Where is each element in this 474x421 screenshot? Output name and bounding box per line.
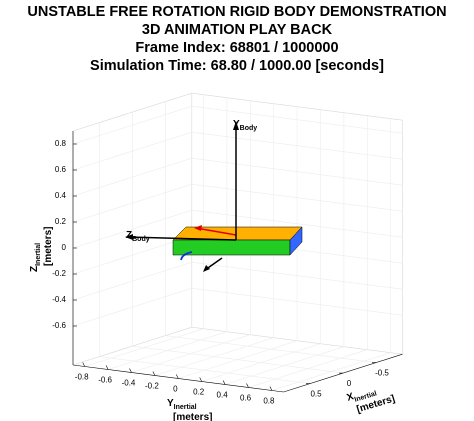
y-tick [269,386,273,391]
y-tick [152,371,156,376]
x-tick-label: 0 [347,379,352,388]
z-axis-label-main: Z [29,266,40,272]
subtitle: Simulation Time: 68.80 / 1000.00 [second… [90,58,384,74]
body-arrowhead [203,265,210,272]
y-tick-label: 0.8 [263,397,275,406]
z-tick-label: -0.2 [52,269,66,278]
z-axis-label-units: [meters] [43,227,54,266]
y-tick [199,377,202,382]
y-tick-label: 0.6 [240,394,252,403]
y-axis-label-subscript: Inertial [174,404,197,411]
x-tick-label: 0.5 [310,390,322,399]
x-tick-label: -0.5 [375,369,389,378]
red-arrowhead [194,225,202,231]
body-side-face [289,226,303,256]
chart-title: UNSTABLE FREE ROTATION RIGID BODY DEMONS… [27,4,446,20]
annotation-subscript: Body [240,125,258,132]
y-tick-label: -0.4 [122,379,136,388]
z-tick-label: 0.8 [55,139,67,148]
y-tick [176,374,179,379]
rigid-body [125,121,303,272]
grid-line [165,335,377,363]
y-tick-label: 0 [173,385,178,394]
z-tick-label: 0.6 [55,165,67,174]
y-axis-label: YInertial [meters] [167,398,212,421]
y-tick [246,383,249,388]
y-axis-label-units: [meters] [173,412,212,421]
z-body-axis [127,236,237,241]
z-tick-label: -0.6 [52,321,66,330]
grid-line [99,356,311,384]
red-arrow [195,227,237,236]
z-tick-label: 0.2 [55,217,67,226]
grid-line [132,345,344,374]
subtitle: Frame Index: 68801 / 1000000 [135,40,338,56]
y-tick-label: -0.2 [145,382,159,391]
y-body-arrowhead [233,121,239,130]
y-axis-label-main: Y [167,398,174,409]
z-axis-label: ZInertial[meters] [29,227,54,272]
y-tick-label: 0.4 [217,391,229,400]
z-tick-label: 0.4 [55,191,67,200]
annotation-main: Z [126,230,132,241]
y-tick-label: -0.8 [75,373,89,382]
y-tick [129,368,132,373]
x-axis-label: XInertial[meters] [345,380,396,417]
y-tick [105,365,109,370]
annotation-main: Y [233,119,240,130]
x-axis-label-main: X [345,391,355,404]
y-tick [82,362,85,367]
x-body-axis [180,251,193,261]
y-tick-label: -0.6 [98,376,112,385]
annotation-subscript: Body [132,236,150,243]
y-tick [222,380,226,385]
z-axis-label-subscript: Inertial [35,243,42,266]
z-body-arrowhead [125,234,133,240]
y-tick-label: 0.2 [193,388,205,397]
subtitle: 3D ANIMATION PLAY BACK [142,22,333,38]
z-tick-label: 0 [62,243,67,252]
annotation: ZBody [126,230,150,243]
z-tick-label: -0.4 [52,295,66,304]
annotation: YBody [233,119,257,132]
